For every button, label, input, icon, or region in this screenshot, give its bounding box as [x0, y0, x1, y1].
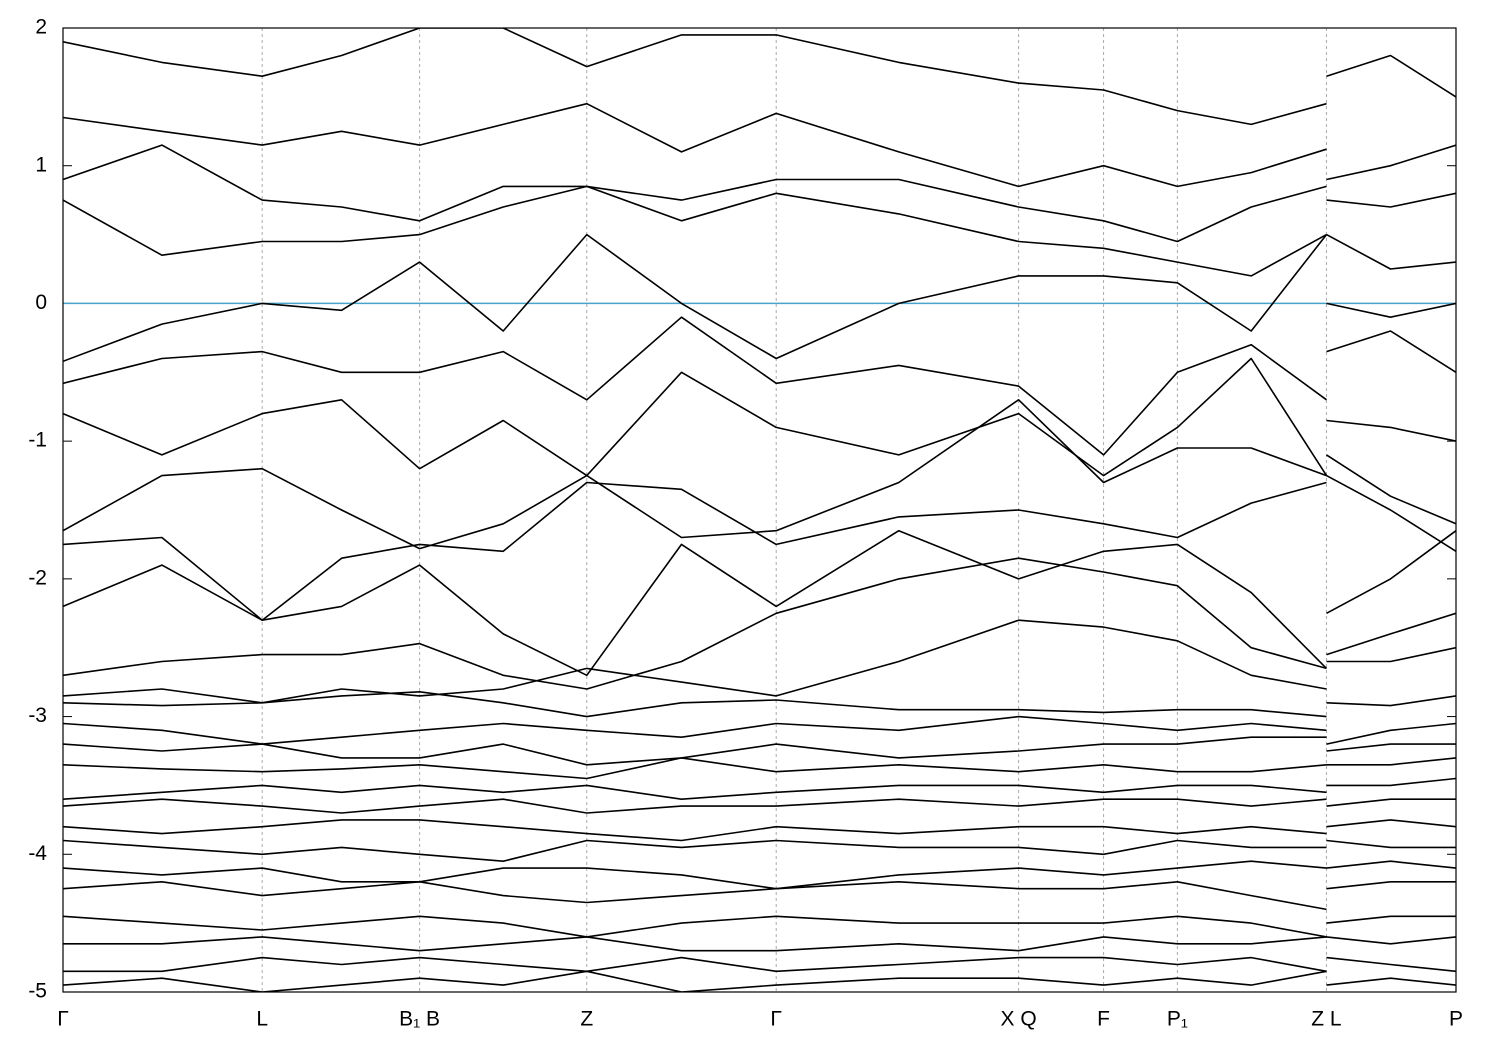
band-line: [63, 357, 1456, 477]
y-tick-label: 0: [35, 291, 47, 314]
band-line: [63, 233, 1456, 363]
x-tick-label: Z L: [1311, 1008, 1341, 1031]
x-tick-label: Z: [580, 1008, 593, 1031]
band-line: [63, 757, 1456, 780]
band-line: [63, 557, 1456, 690]
band-line: [63, 936, 1456, 952]
band-line: [63, 28, 1456, 126]
y-tick-label: 1: [35, 153, 47, 176]
band-line: [63, 819, 1456, 842]
band-line: [63, 316, 1456, 456]
plot-frame: [62, 27, 1457, 993]
band-line: [63, 915, 1456, 938]
y-tick-label: -4: [28, 842, 47, 865]
x-tick-label: P: [1449, 1008, 1463, 1031]
y-tick-label: -5: [28, 980, 47, 1003]
x-tick-label: F: [1097, 1008, 1110, 1031]
x-tick-label: P₁: [1167, 1008, 1188, 1031]
band-line: [63, 860, 1456, 890]
band-line: [63, 956, 1456, 973]
x-tick-label: L: [256, 1008, 268, 1031]
x-tick-label: Γ: [770, 1008, 782, 1031]
y-tick-label: 2: [35, 16, 47, 39]
band-line: [63, 777, 1456, 800]
band-line: [63, 715, 1456, 745]
band-line: [63, 144, 1456, 243]
band-line: [63, 881, 1456, 911]
band-line: [63, 798, 1456, 814]
band-line: [63, 529, 1456, 677]
band-line: [63, 474, 1456, 621]
y-tick-label: -3: [28, 704, 47, 727]
y-tick-label: -1: [28, 429, 47, 452]
x-tick-label: B₁ B: [399, 1008, 440, 1031]
x-tick-label: Γ: [57, 1008, 69, 1031]
band-line: [63, 736, 1456, 766]
x-tick-label: X Q: [1001, 1008, 1037, 1031]
band-line: [63, 970, 1456, 992]
y-tick-label: -2: [28, 566, 47, 589]
band-line: [63, 399, 1456, 550]
band-line: [63, 839, 1456, 862]
band-line: [63, 185, 1456, 277]
bands: [63, 28, 1456, 992]
band-line: [63, 691, 1456, 718]
band-line: [63, 102, 1456, 188]
band-line: [63, 619, 1456, 704]
